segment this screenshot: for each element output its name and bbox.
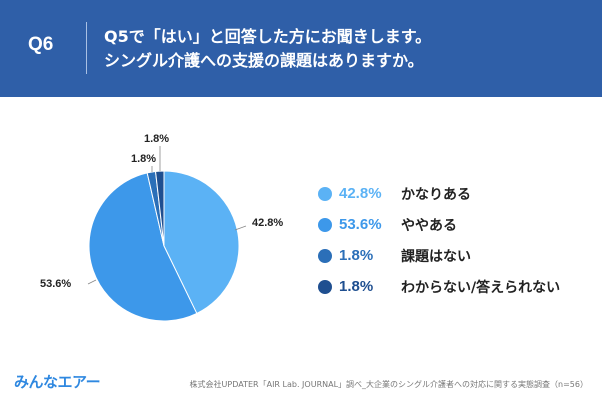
- source-note: 株式会社UPDATER「AIR Lab. JOURNAL」調べ_大企業のシングル…: [189, 380, 588, 389]
- leader-line: [87, 279, 97, 285]
- brand-logo: みんなエアー: [14, 373, 101, 391]
- legend-value: 42.8%: [339, 185, 382, 202]
- leader-line: [234, 225, 247, 231]
- legend-swatch: [318, 248, 332, 263]
- question-number: Q6: [28, 34, 54, 55]
- legend-value: 53.6%: [339, 216, 382, 233]
- question-title-line2: シングル介護への支援の課題はありますか。: [104, 51, 424, 70]
- legend-value: 1.8%: [339, 278, 374, 295]
- pie-slice: [154, 170, 165, 247]
- chart-legend: 42.8% かなりある 53.6% ややある 1.8% 課題はない 1.8% わ…: [318, 178, 560, 302]
- question-header: Q6 Q5で「はい」と回答した方にお聞きします。 シングル介護への支援の課題はあ…: [0, 0, 602, 97]
- legend-label: 課題はない: [401, 248, 471, 265]
- legend-swatch: [318, 186, 332, 201]
- legend-value: 1.8%: [339, 247, 374, 264]
- legend-item: 1.8% 課題はない: [318, 240, 560, 271]
- question-title: Q5で「はい」と回答した方にお聞きします。 シングル介護への支援の課題はあります…: [104, 25, 584, 73]
- legend-item: 42.8% かなりある: [318, 178, 560, 209]
- legend-label: わからない/答えられない: [401, 279, 561, 296]
- data-label: 1.8%: [144, 133, 169, 145]
- question-title-line1: Q5で「はい」と回答した方にお聞きします。: [104, 27, 432, 46]
- legend-label: ややある: [401, 217, 457, 234]
- legend-item: 1.8% わからない/答えられない: [318, 271, 560, 302]
- legend-item: 53.6% ややある: [318, 209, 560, 240]
- data-label: 42.8%: [252, 217, 283, 229]
- header-divider: [86, 22, 87, 74]
- pie-chart: 42.8% 53.6% 1.8% 1.8%: [40, 133, 283, 322]
- legend-swatch: [318, 279, 332, 294]
- legend-label: かなりある: [401, 186, 471, 203]
- pie-slice: [88, 172, 198, 322]
- data-label: 53.6%: [40, 278, 71, 290]
- legend-swatch: [318, 217, 332, 232]
- data-label: 1.8%: [131, 153, 156, 165]
